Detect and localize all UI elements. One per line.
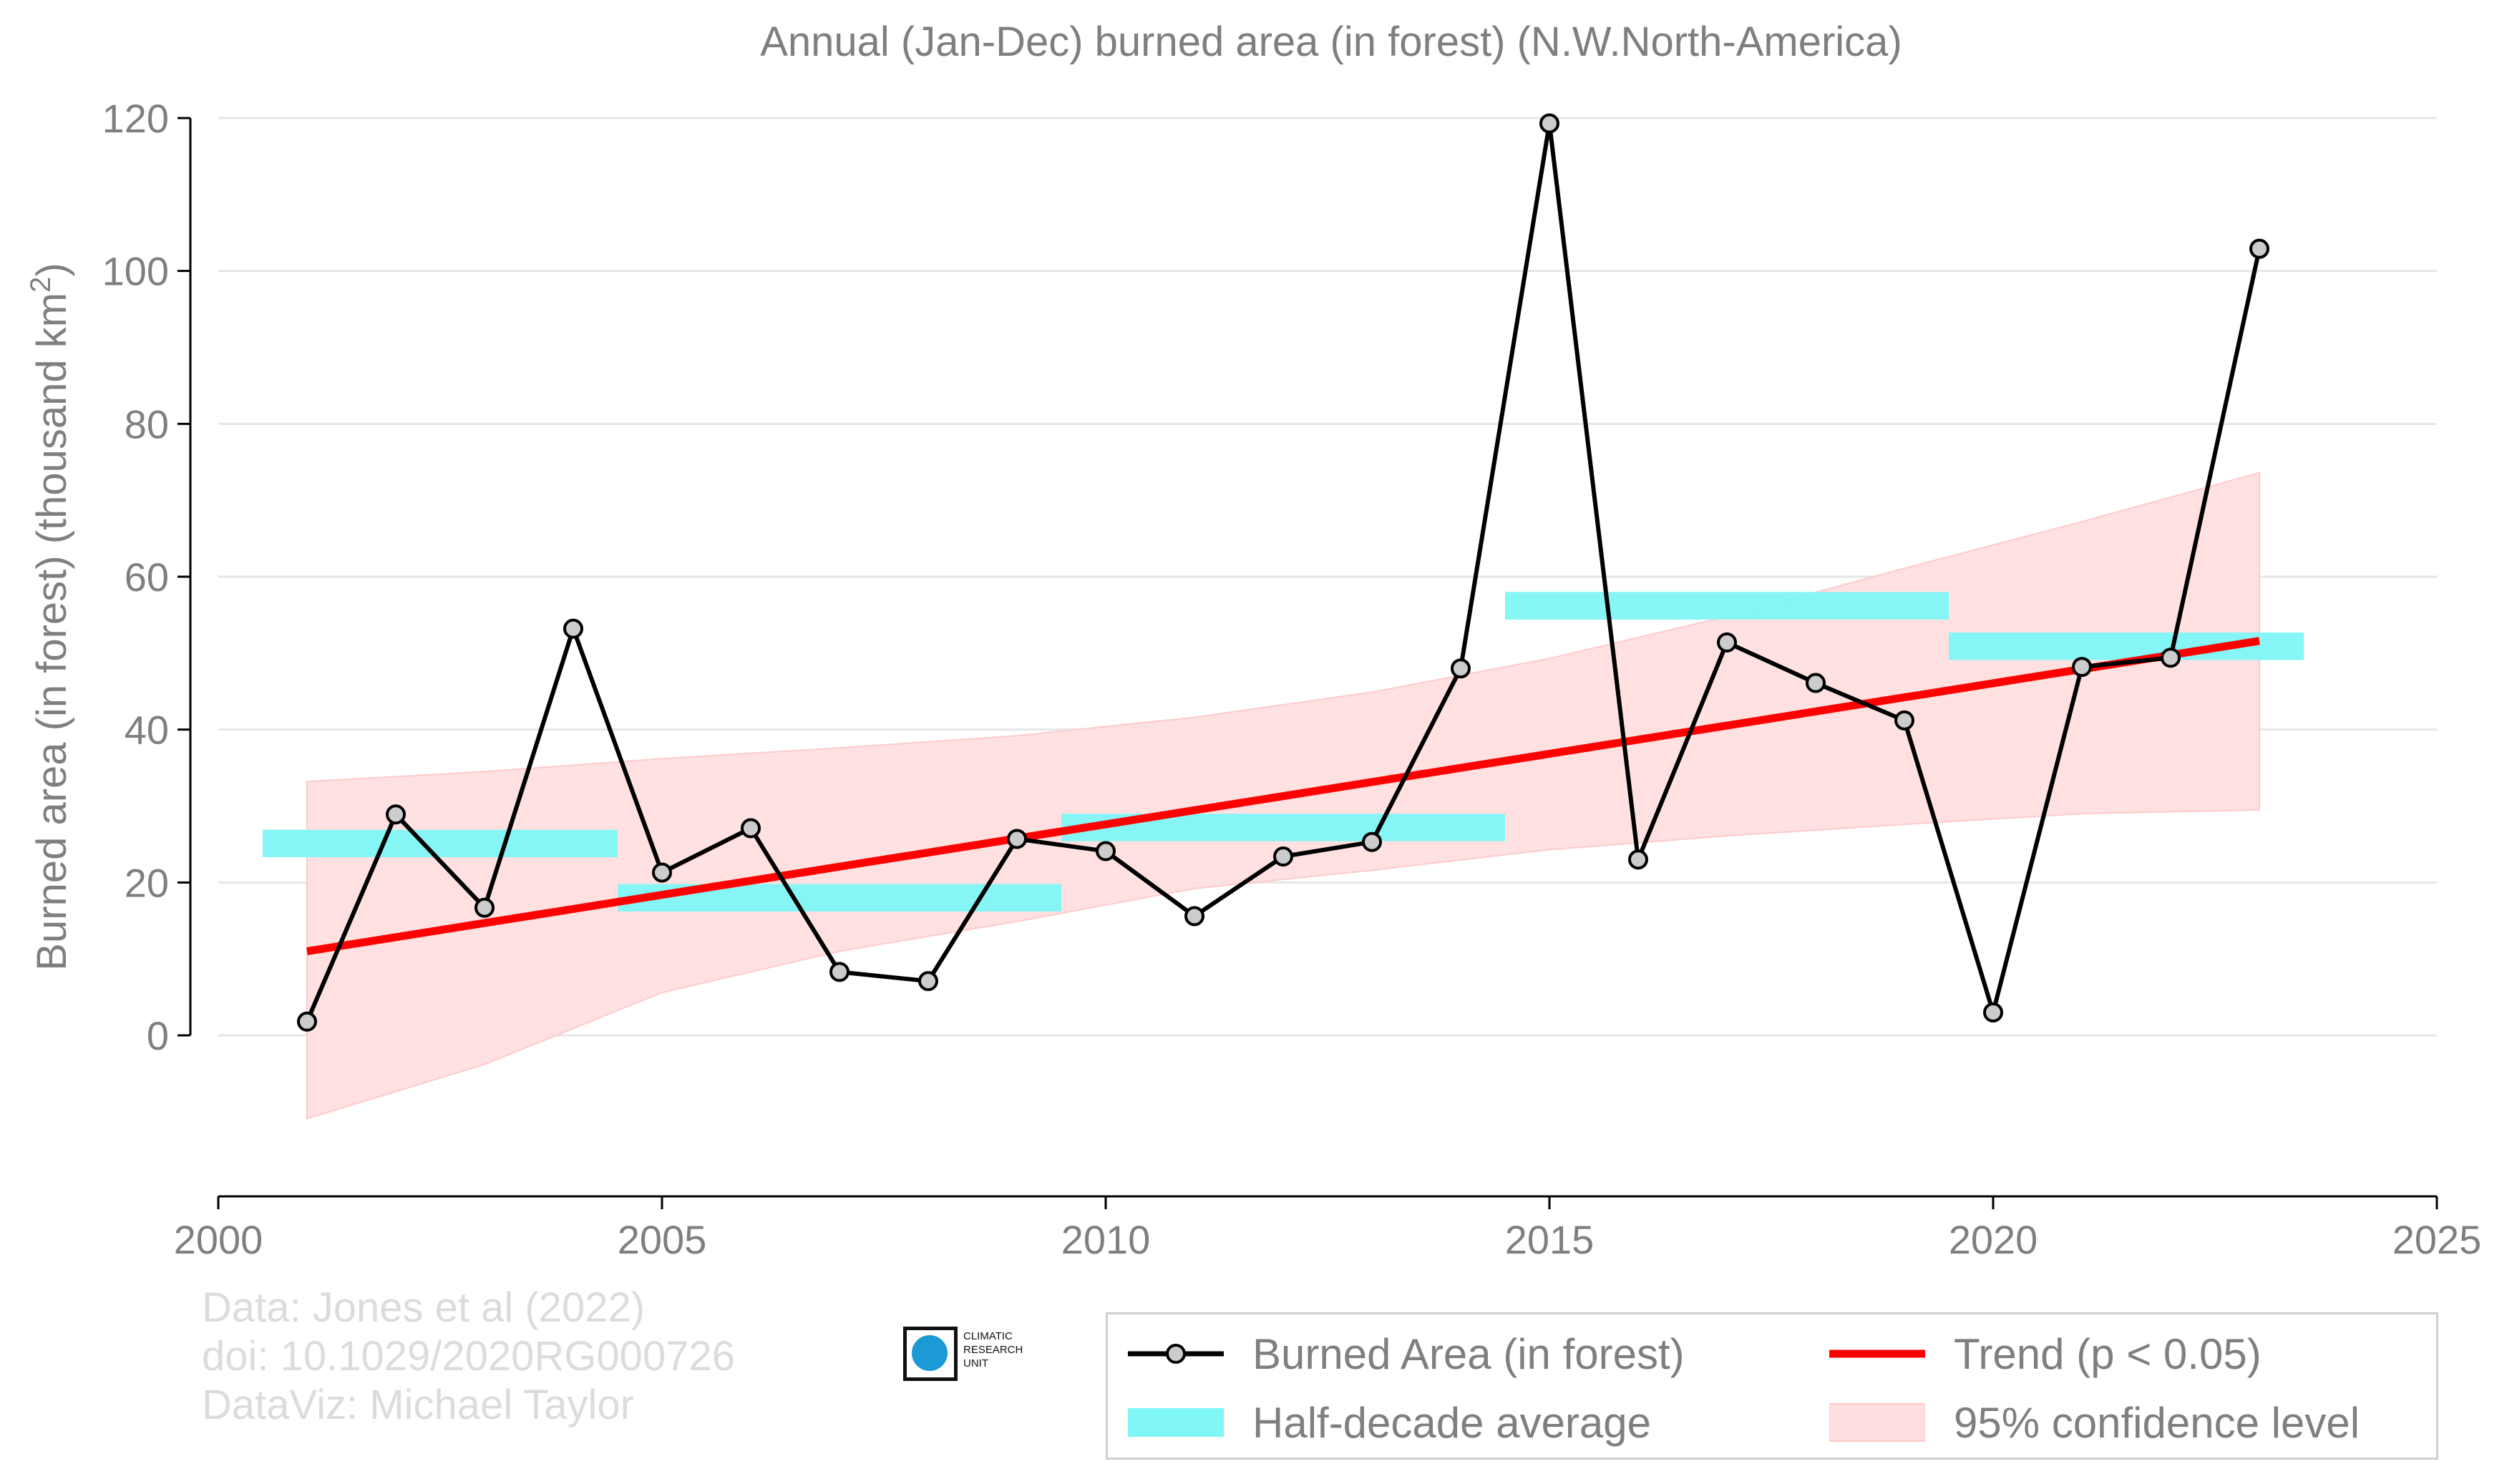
x-tick-label-2000: 2000 <box>174 1217 263 1262</box>
burned-area-point-2022 <box>2161 648 2181 668</box>
x-tick-label-2015: 2015 <box>1505 1217 1595 1262</box>
burned-area-point-2014 <box>1451 658 1471 679</box>
globe-icon <box>912 1335 948 1371</box>
x-tick-label-2025: 2025 <box>2392 1217 2482 1262</box>
credit-dataviz: DataViz: Michael Taylor <box>202 1382 634 1428</box>
y-tick-label-60: 60 <box>125 555 169 600</box>
legend-swatch-confidence <box>1829 1403 1926 1442</box>
burned-area-point-2009 <box>1007 829 1027 849</box>
burned-area-point-2004 <box>563 618 583 639</box>
half-decade-bar-3 <box>1505 592 1949 620</box>
legend: Burned Area (in forest) Trend (p < 0.05)… <box>1106 1312 2438 1460</box>
burned-area-point-2015 <box>1539 113 1559 134</box>
y-axis-label: Burned area (in forest) (thousand km2) <box>25 263 75 970</box>
legend-swatch-trend <box>1829 1349 1925 1358</box>
burned-area-point-2013 <box>1362 831 1382 852</box>
burned-area-point-2007 <box>829 962 849 982</box>
burned-area-point-2006 <box>741 818 761 839</box>
axes: 0 20 40 60 80 100 120 2000 2005 2010 2015 2020 2025 <box>102 96 2482 1262</box>
burned-area-point-2010 <box>1096 841 1116 861</box>
legend-key-trend <box>1829 1332 1925 1375</box>
legend-key-confidence <box>1829 1401 1926 1444</box>
burned-area-point-2017 <box>1717 632 1737 653</box>
burned-area-series <box>297 113 2269 1032</box>
y-axis-label-main: Burned area (in forest) (thousand km <box>29 293 75 971</box>
legend-label-trend: Trend (p < 0.05) <box>1954 1329 2262 1378</box>
legend-key-half-decade <box>1128 1401 1224 1444</box>
logo-text-line-1: CLIMATIC <box>963 1330 1013 1342</box>
legend-label-half-decade: Half-decade average <box>1252 1398 1652 1447</box>
legend-item-trend: Trend (p < 0.05) <box>1829 1329 2262 1379</box>
half-decade-bars <box>263 592 2304 912</box>
y-axis-label-end: ) <box>29 263 75 276</box>
chart-title: Annual (Jan-Dec) burned area (in forest)… <box>760 19 1902 65</box>
burned-area-point-2019 <box>1894 710 1914 731</box>
legend-item-half-decade: Half-decade average <box>1128 1397 1651 1448</box>
x-tick-label-2005: 2005 <box>618 1217 707 1262</box>
legend-item-burned-area: Burned Area (in forest) <box>1128 1329 1685 1379</box>
legend-key-line-marker <box>1128 1332 1224 1375</box>
burned-area-point-2023 <box>2249 238 2269 259</box>
logo-frame <box>903 1327 958 1381</box>
legend-swatch-half-decade <box>1128 1408 1224 1437</box>
x-tick-label-2010: 2010 <box>1061 1217 1151 1262</box>
burned-area-point-2020 <box>1983 1002 2003 1022</box>
half-decade-bar-0 <box>263 829 618 858</box>
y-tick-label-40: 40 <box>125 708 169 753</box>
y-tick-label-80: 80 <box>125 401 169 446</box>
cru-logo: CLIMATIC RESEARCH UNIT <box>903 1325 1039 1385</box>
burned-area-point-2002 <box>386 804 406 825</box>
burned-area-point-2011 <box>1184 906 1204 927</box>
logo-text: CLIMATIC RESEARCH UNIT <box>963 1329 1023 1370</box>
legend-swatch-burned-area <box>1128 1344 1224 1364</box>
burned-area-point-2003 <box>474 897 495 918</box>
y-axis-label-superscript: 2 <box>25 277 57 293</box>
trend-line-group <box>306 637 2260 955</box>
burned-area-point-2008 <box>918 971 938 992</box>
burned-area-point-2012 <box>1273 846 1293 867</box>
legend-label-confidence: 95% confidence level <box>1954 1398 2360 1447</box>
y-tick-label-100: 100 <box>102 249 169 294</box>
burned-area-point-2021 <box>2072 657 2092 678</box>
burned-area-point-2005 <box>652 862 672 883</box>
trend-line <box>306 637 2260 955</box>
legend-item-confidence: 95% confidence level <box>1829 1397 2360 1448</box>
burned-area-point-2001 <box>297 1011 317 1032</box>
y-tick-label-0: 0 <box>147 1013 169 1058</box>
x-tick-label-2020: 2020 <box>1949 1217 2038 1262</box>
logo-text-line-3: UNIT <box>963 1357 988 1370</box>
y-tick-label-120: 120 <box>102 96 169 141</box>
logo-text-line-2: RESEARCH <box>963 1344 1023 1356</box>
credit-doi: doi: 10.1029/2020RG000726 <box>202 1333 735 1380</box>
y-tick-label-20: 20 <box>125 860 169 905</box>
burned-area-point-2018 <box>1806 673 1826 693</box>
legend-label-burned-area: Burned Area (in forest) <box>1252 1329 1685 1378</box>
burned-area-point-2016 <box>1628 849 1648 870</box>
credit-data: Data: Jones et al (2022) <box>202 1284 646 1331</box>
